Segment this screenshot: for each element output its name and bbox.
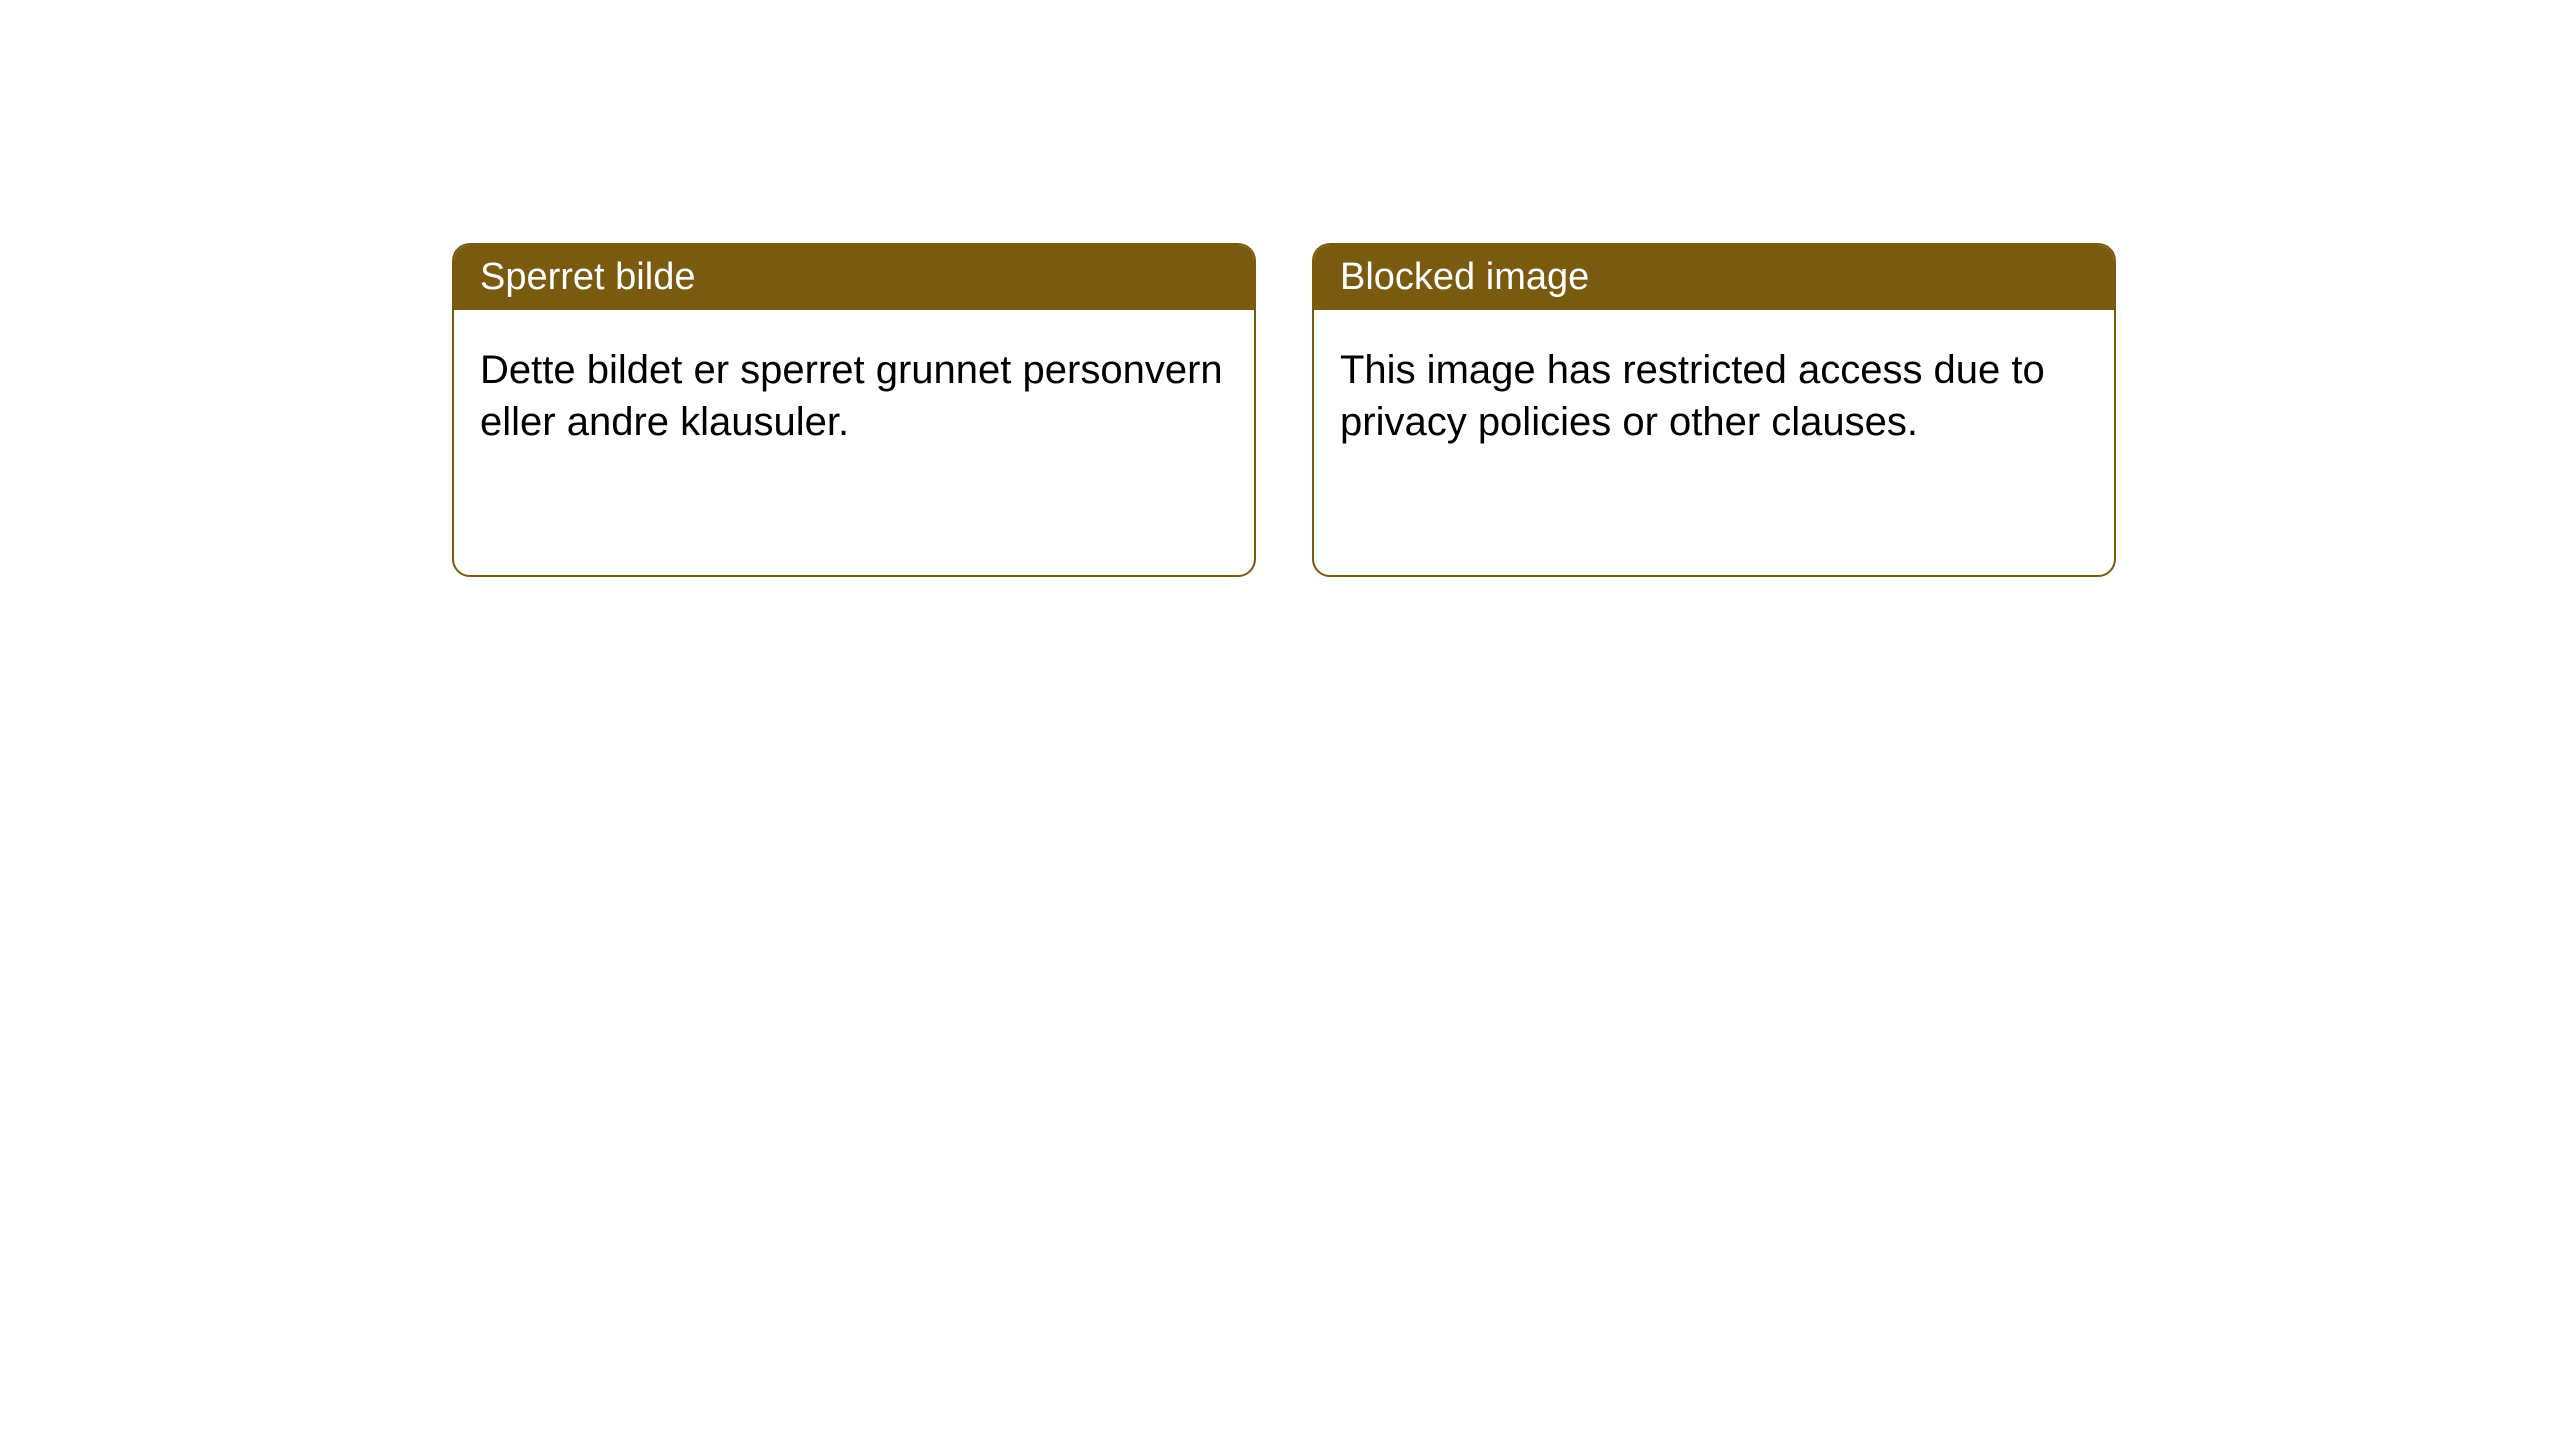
notice-cards-container: Sperret bilde Dette bildet er sperret gr… — [452, 243, 2116, 577]
card-header-norwegian: Sperret bilde — [454, 245, 1254, 310]
card-body-english: This image has restricted access due to … — [1314, 310, 2114, 482]
card-header-english: Blocked image — [1314, 245, 2114, 310]
notice-card-english: Blocked image This image has restricted … — [1312, 243, 2116, 577]
notice-card-norwegian: Sperret bilde Dette bildet er sperret gr… — [452, 243, 1256, 577]
card-body-norwegian: Dette bildet er sperret grunnet personve… — [454, 310, 1254, 482]
